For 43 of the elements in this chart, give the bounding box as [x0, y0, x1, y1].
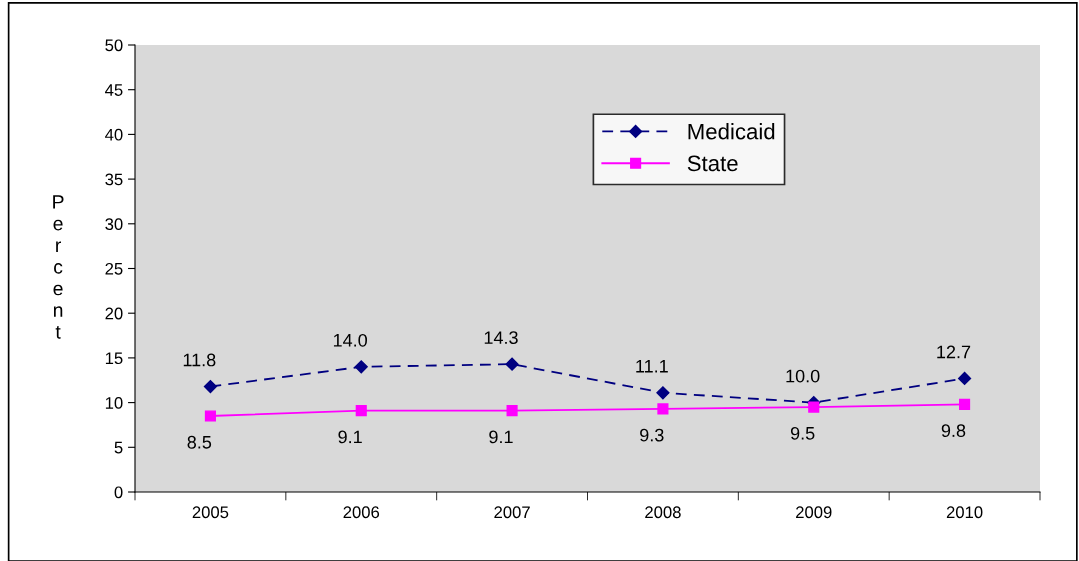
point: [204, 410, 216, 422]
y-axis-title: Percent: [53, 195, 64, 339]
point: [959, 398, 971, 410]
data-label: 11.1: [636, 360, 668, 373]
data-label: 9.1: [489, 430, 513, 444]
y-tick-label: 25: [105, 262, 123, 275]
y-tick-label: 20: [105, 307, 123, 320]
point: [505, 357, 519, 371]
y-tick-label: 35: [105, 173, 123, 186]
point: [203, 379, 218, 394]
point: [656, 386, 670, 400]
data-label: 9.3: [640, 428, 664, 442]
point: [354, 360, 368, 374]
data-label: 10.0: [786, 369, 820, 383]
x-tick-label: 2007: [494, 506, 530, 519]
legend-label: Medicaid: [688, 123, 775, 140]
data-label: 9.8: [941, 424, 966, 438]
y-tick-label: 30: [105, 218, 123, 230]
data-label: 14.3: [484, 331, 518, 344]
data-label: 8.5: [187, 435, 212, 449]
point: [506, 405, 518, 417]
x-tick-label: 2006: [343, 506, 380, 519]
data-label: 11.8: [183, 353, 216, 367]
data-label: 14.0: [333, 333, 368, 347]
x-tick-label: 2008: [645, 506, 681, 519]
data-label: 9.5: [790, 426, 815, 440]
legend-label: State: [687, 155, 738, 172]
point: [957, 371, 972, 386]
y-tick-label: 45: [105, 84, 123, 96]
x-tick-label: 2005: [192, 506, 229, 519]
point: [808, 401, 820, 413]
y-tick-label: 50: [105, 39, 123, 52]
x-tick-label: 2009: [796, 506, 832, 519]
point: [355, 405, 367, 417]
y-tick-label: 10: [105, 397, 123, 409]
data-label: 12.7: [937, 345, 971, 359]
y-tick-label: 5: [114, 441, 123, 454]
point: [657, 403, 669, 415]
y-tick-label: 15: [105, 352, 123, 365]
y-tick-label: 0: [114, 486, 123, 499]
x-tick-label: 2010: [946, 506, 983, 519]
y-tick-label: 40: [105, 128, 123, 141]
data-label: 9.1: [338, 430, 362, 444]
